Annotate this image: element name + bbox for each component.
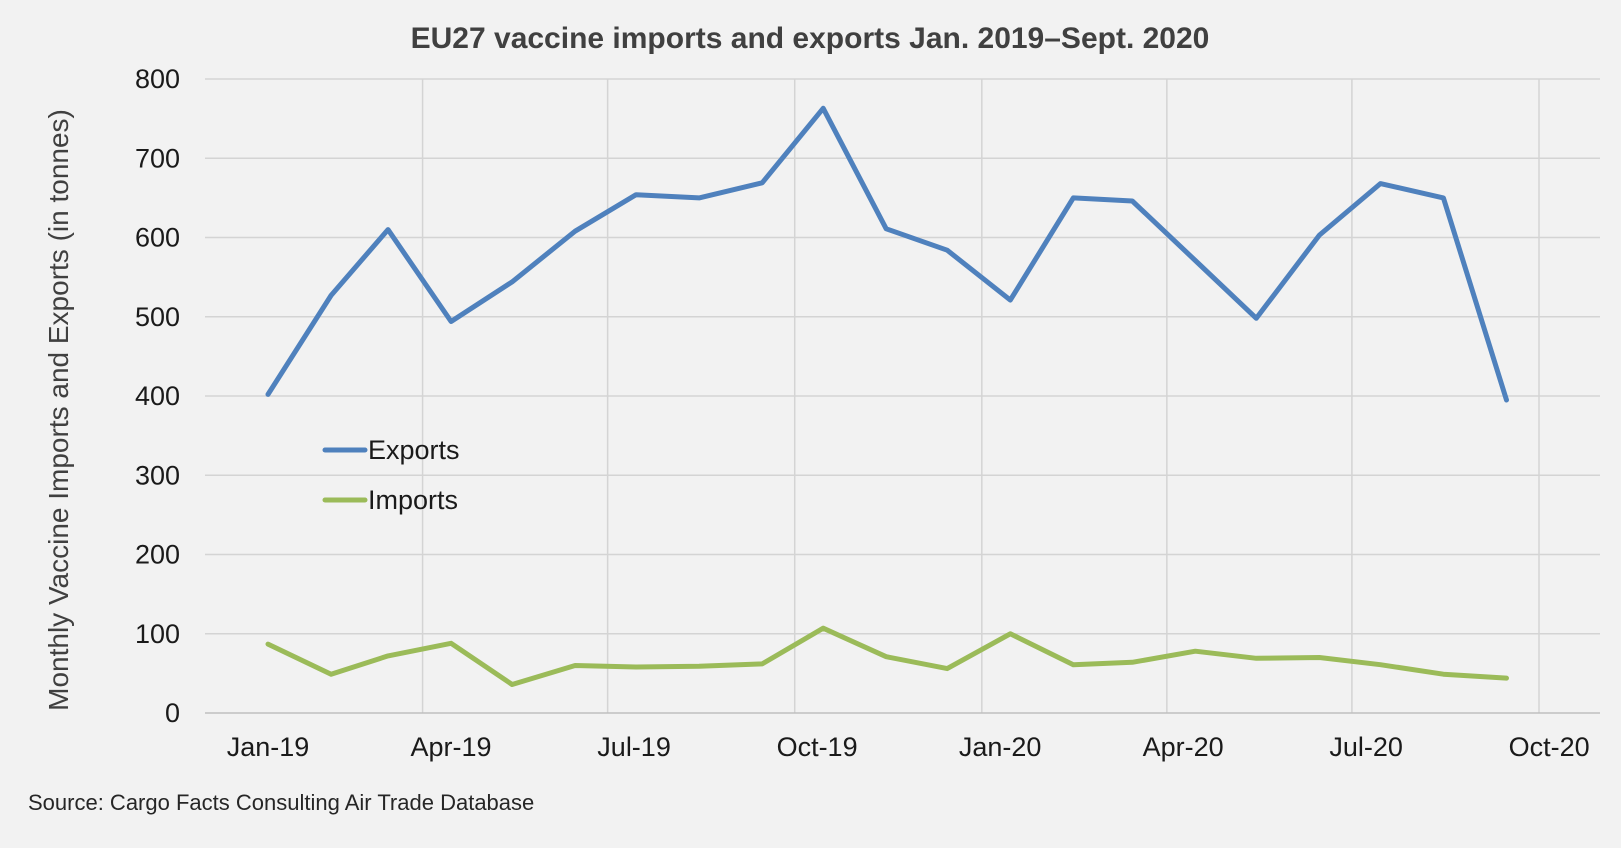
series-line-imports [265, 625, 1509, 687]
y-tick-label: 300 [135, 460, 180, 490]
y-tick-label: 400 [135, 381, 180, 411]
x-tick-label: Jul-19 [597, 732, 671, 762]
legend-label-imports: Imports [368, 485, 458, 515]
y-axis-label: Monthly Vaccine Imports and Exports (in … [43, 109, 74, 711]
legend-label-exports: Exports [368, 435, 460, 465]
y-tick-label: 500 [135, 302, 180, 332]
chart-title: EU27 vaccine imports and exports Jan. 20… [411, 22, 1210, 55]
series-line-exports [265, 105, 1509, 403]
y-tick-label: 600 [135, 223, 180, 253]
y-tick-label: 800 [135, 64, 180, 94]
legend: Exports Imports [322, 435, 460, 515]
x-tick-label: Jul-20 [1329, 732, 1403, 762]
x-tick-label: Jan-20 [959, 732, 1042, 762]
y-tick-label: 100 [135, 619, 180, 649]
series-lines [265, 105, 1509, 687]
x-tick-label: Apr-19 [411, 732, 492, 762]
x-tick-label: Oct-19 [777, 732, 858, 762]
y-tick-label: 700 [135, 143, 180, 173]
y-tick-label: 200 [135, 540, 180, 570]
x-tick-label: Jan-19 [227, 732, 310, 762]
x-tick-label: Oct-20 [1509, 732, 1590, 762]
gridlines [205, 78, 1600, 713]
y-tick-label: 0 [165, 698, 180, 728]
x-tick-label: Apr-20 [1143, 732, 1224, 762]
axes: 0 100 200 300 400 500 600 700 800 Jan-19 Apr-19 Jul… [135, 64, 1600, 762]
source-note: Source: Cargo Facts Consulting Air Trade… [28, 790, 534, 815]
